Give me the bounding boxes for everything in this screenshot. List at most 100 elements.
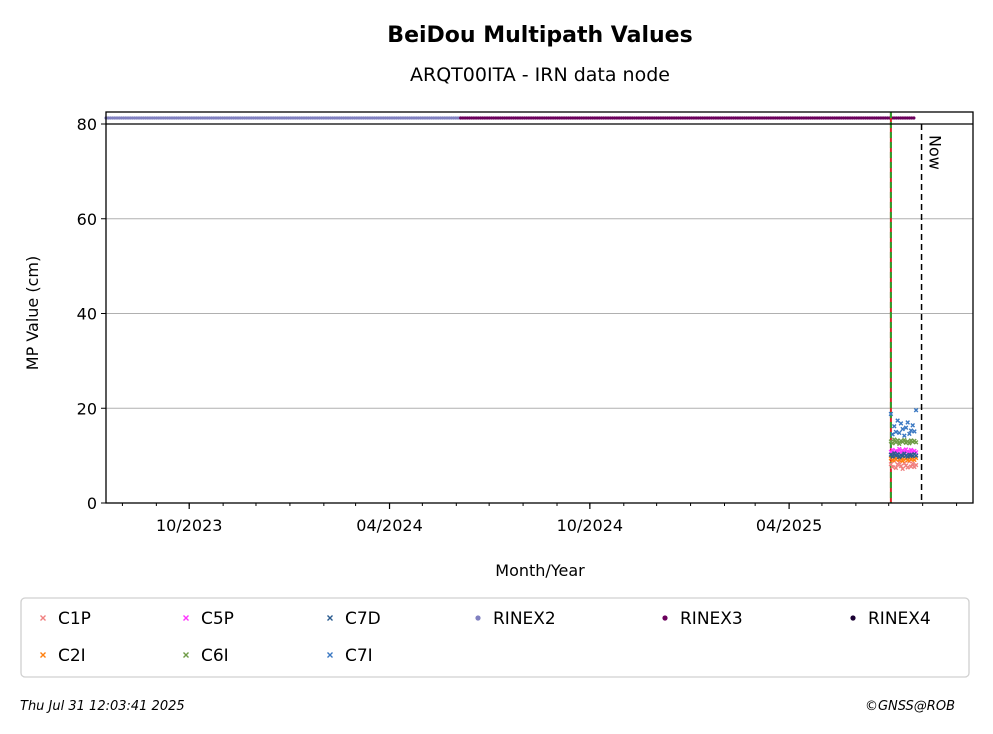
band-point-RINEX3 — [562, 116, 566, 120]
band-point-RINEX3 — [586, 116, 590, 120]
band-point-RINEX2 — [346, 116, 350, 120]
band-point-RINEX2 — [113, 116, 117, 120]
band-point-RINEX2 — [172, 116, 176, 120]
band-point-RINEX2 — [306, 116, 310, 120]
point-C1P — [893, 465, 899, 471]
legend: C1P C5P C7D RINEX2 RINEX3 RINEX4 C2I C6I C7I — [40, 609, 931, 666]
point-C7I — [898, 421, 904, 426]
band-point-RINEX3 — [681, 116, 685, 120]
band-point-RINEX2 — [106, 116, 110, 120]
band-point-RINEX3 — [881, 116, 885, 120]
legend-marker-C7D — [327, 615, 333, 621]
x-tick-label-04/2024: 04/2024 — [356, 516, 422, 535]
x-axis-label: Month/Year — [495, 561, 585, 580]
vertical-lines — [889, 112, 923, 503]
band-point-RINEX2 — [260, 116, 264, 120]
now-label: Now — [926, 135, 945, 170]
band-point-RINEX2 — [163, 116, 167, 120]
band-point-RINEX3 — [758, 116, 762, 120]
band-point-RINEX3 — [833, 116, 837, 120]
band-point-RINEX3 — [599, 116, 604, 120]
band-point-RINEX2 — [379, 116, 383, 120]
legend-item-C6I: C6I — [183, 646, 229, 666]
band-point-RINEX3 — [852, 116, 857, 120]
band-point-RINEX3 — [824, 116, 828, 120]
band-point-RINEX2 — [278, 116, 282, 120]
band-point-RINEX2 — [401, 116, 405, 120]
band-point-RINEX3 — [505, 116, 509, 120]
band-point-RINEX2 — [357, 116, 361, 120]
series-C7I — [888, 407, 919, 439]
band-point-RINEX3 — [720, 116, 725, 120]
band-point-RINEX2 — [313, 116, 317, 120]
band-point-RINEX3 — [714, 116, 718, 120]
point-C6I — [890, 441, 895, 446]
band-point-RINEX3 — [527, 116, 531, 120]
band-point-RINEX3 — [672, 116, 676, 120]
band-point-RINEX3 — [573, 116, 577, 120]
band-point-RINEX2 — [130, 116, 134, 120]
band-point-RINEX3 — [509, 116, 513, 120]
band-point-RINEX3 — [756, 116, 760, 120]
band-point-RINEX2 — [410, 116, 414, 120]
band-point-RINEX2 — [438, 116, 442, 120]
band-point-RINEX2 — [196, 116, 200, 120]
band-point-RINEX2 — [155, 116, 159, 120]
band-point-RINEX3 — [558, 116, 562, 120]
chart-title: BeiDou Multipath Values — [387, 23, 692, 48]
band-point-RINEX3 — [822, 116, 826, 120]
band-point-RINEX3 — [476, 116, 480, 120]
band-point-RINEX3 — [837, 116, 841, 120]
band-point-RINEX2 — [412, 116, 416, 120]
band-point-RINEX3 — [861, 116, 865, 120]
band-point-RINEX2 — [223, 116, 227, 120]
band-point-RINEX2 — [280, 116, 284, 120]
band-point-RINEX3 — [815, 116, 819, 120]
band-point-RINEX3 — [679, 116, 683, 120]
band-point-RINEX2 — [370, 116, 374, 120]
band-point-RINEX3 — [507, 116, 511, 120]
band-point-RINEX3 — [683, 116, 687, 120]
band-point-RINEX2 — [430, 116, 434, 120]
band-point-RINEX3 — [621, 116, 626, 120]
point-C1P — [910, 461, 916, 466]
band-point-RINEX2 — [335, 116, 339, 120]
band-point-RINEX3 — [762, 116, 766, 120]
band-point-RINEX2 — [397, 116, 401, 120]
band-point-RINEX3 — [870, 116, 874, 120]
legend-item-C1P: C1P — [40, 609, 91, 629]
band-point-RINEX2 — [359, 116, 363, 120]
band-point-RINEX3 — [800, 116, 804, 120]
band-point-RINEX3 — [650, 116, 654, 120]
band-point-RINEX3 — [597, 116, 601, 120]
point-C2I — [900, 458, 905, 464]
grid — [106, 218, 973, 409]
x-tick-label-10/2024: 10/2024 — [557, 516, 623, 535]
band-point-RINEX2 — [262, 116, 266, 120]
band-point-RINEX3 — [716, 116, 720, 120]
band-point-RINEX3 — [481, 116, 485, 120]
band-point-RINEX3 — [564, 116, 568, 120]
band-point-RINEX3 — [588, 116, 593, 120]
band-point-RINEX3 — [907, 116, 912, 120]
band-point-RINEX3 — [802, 116, 806, 120]
band-point-RINEX3 — [883, 116, 887, 120]
band-point-RINEX2 — [339, 116, 343, 120]
band-point-RINEX2 — [190, 116, 194, 120]
band-point-RINEX2 — [423, 116, 427, 120]
band-point-RINEX3 — [529, 116, 533, 120]
band-point-RINEX2 — [449, 116, 453, 120]
band-point-RINEX2 — [291, 116, 295, 120]
band-point-RINEX2 — [456, 116, 460, 120]
band-point-RINEX3 — [813, 116, 817, 120]
band-point-RINEX3 — [760, 116, 764, 120]
band-point-RINEX2 — [315, 116, 319, 120]
band-point-RINEX3 — [866, 116, 870, 120]
band-point-RINEX3 — [613, 116, 617, 120]
band-point-RINEX3 — [830, 116, 835, 120]
band-point-RINEX3 — [525, 116, 529, 120]
band-point-RINEX2 — [214, 116, 218, 120]
band-point-RINEX2 — [344, 116, 348, 120]
band-point-RINEX3 — [738, 116, 742, 120]
